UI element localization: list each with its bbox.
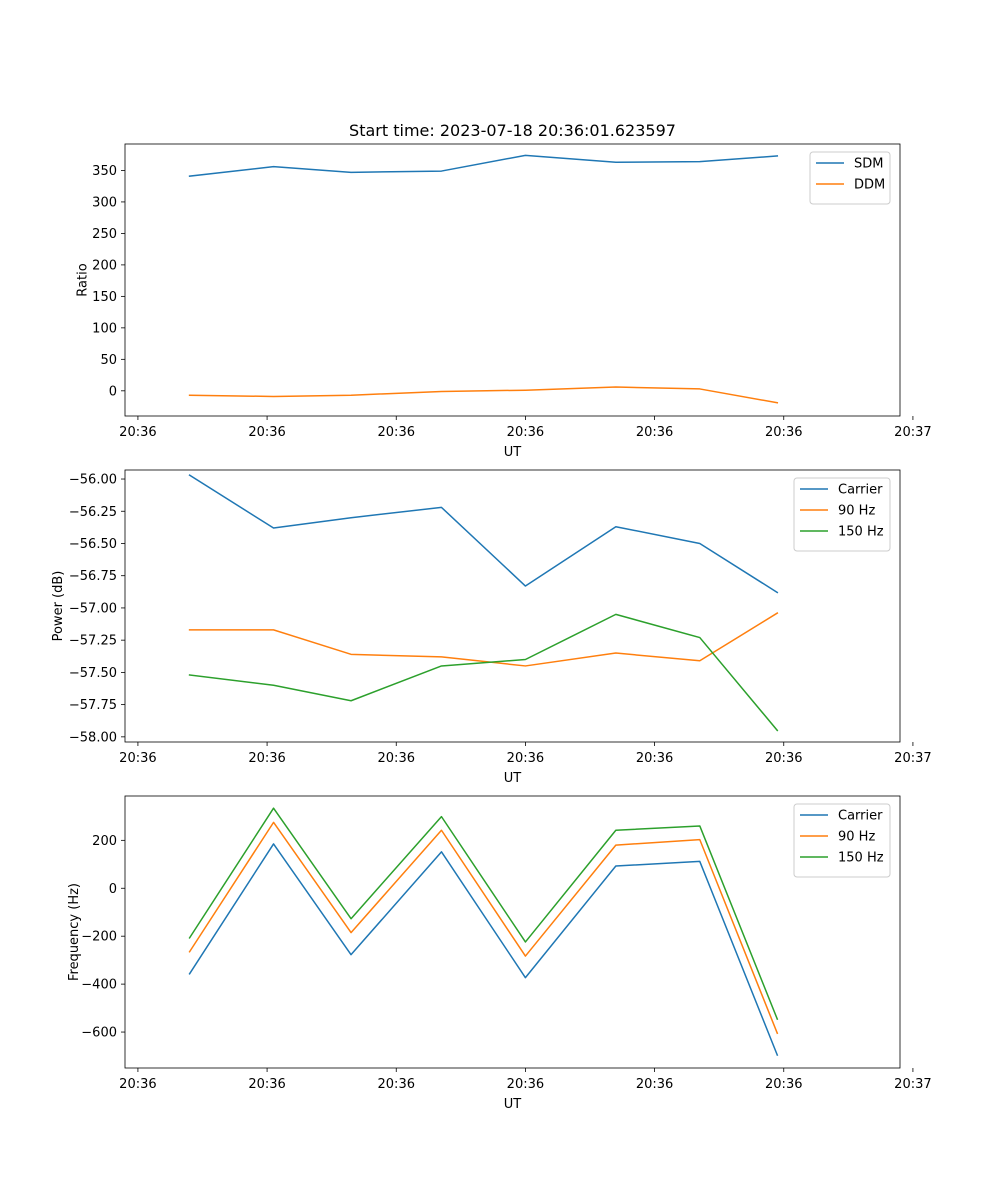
y-axis-label: Frequency (Hz) [67,883,82,981]
legend-label: Carrier [838,809,883,824]
x-tick-label: 20:36 [378,425,415,440]
x-tick-label: 20:36 [765,1077,802,1092]
series-line-150-hz [188,613,779,732]
y-tick-label: 100 [92,321,117,336]
y-tick-label: −57.00 [69,601,117,616]
series-line-carrier [188,843,779,1057]
y-tick-label: 200 [92,258,117,273]
y-tick-label: −56.50 [69,537,117,552]
x-tick-label: 20:36 [248,1077,285,1092]
x-tick-label: 20:36 [765,425,802,440]
subplot-2: 20:36 20:36 20:36 20:36 20:36 20:36 20:37 −58.0… [51,469,932,786]
chart-title: Start time: 2023-07-18 20:36:01.623597 [349,121,676,140]
y-tick-label: 0 [109,882,117,897]
legend-label: SDM [854,157,883,172]
y-tick-label: −57.75 [69,698,117,713]
x-tick-label: 20:36 [378,1077,415,1092]
y-tick-label: −200 [81,930,117,945]
x-tick-label: 20:37 [894,751,931,766]
y-tick-label: 50 [100,353,117,368]
plots: 20:36 20:36 20:36 20:36 20:36 20:36 20:37 0 50 10… [51,143,932,1112]
legend-box [809,151,891,205]
y-tick-label: −58.00 [69,730,117,745]
series-line-90-hz [188,821,779,1035]
legend-label: 90 Hz [838,830,875,845]
series-line-ddm [188,386,779,404]
axes-frame [124,795,901,1069]
x-tick-label: 20:36 [507,751,544,766]
legend: SDM DDM [809,151,891,205]
legend-box [793,803,891,878]
x-tick-label: 20:36 [507,1077,544,1092]
y-tick-label: −56.25 [69,505,117,520]
series-line-sdm [188,154,779,177]
x-axis-label: UT [504,445,522,460]
legend-label: Carrier [838,483,883,498]
x-tick-label: 20:36 [248,751,285,766]
legend-label: 150 Hz [838,525,884,540]
y-axis-label: Ratio [75,263,90,296]
subplot-1: 20:36 20:36 20:36 20:36 20:36 20:36 20:37 0 50 10… [75,143,932,460]
x-tick-label: 20:37 [894,1077,931,1092]
x-tick-label: 20:36 [507,425,544,440]
y-tick-label: −600 [81,1026,117,1041]
x-tick-label: 20:36 [248,425,285,440]
x-tick-label: 20:36 [378,751,415,766]
axes-frame [124,143,901,417]
y-tick-label: −56.00 [69,473,117,488]
y-tick-label: −57.25 [69,634,117,649]
x-tick-label: 20:36 [119,425,156,440]
series-line-150-hz [188,807,779,1021]
x-tick-label: 20:36 [119,751,156,766]
legend-label: 150 Hz [838,851,884,866]
y-tick-label: 150 [92,290,117,305]
y-tick-label: 250 [92,227,117,242]
y-tick-label: −56.75 [69,569,117,584]
axes-frame [124,469,901,743]
y-tick-label: 350 [92,164,117,179]
y-tick-label: 200 [92,834,117,849]
x-tick-label: 20:36 [636,1077,673,1092]
x-tick-label: 20:36 [765,751,802,766]
y-tick-label: −57.50 [69,666,117,681]
x-axis-label: UT [504,1097,522,1112]
legend: Carrier 90 Hz 150 Hz [793,477,891,552]
y-tick-label: −400 [81,978,117,993]
legend-label: 90 Hz [838,504,875,519]
series-line-carrier [188,474,779,594]
legend-label: DDM [854,178,885,193]
x-tick-label: 20:36 [119,1077,156,1092]
subplot-3: 20:36 20:36 20:36 20:36 20:36 20:36 20:37 −600 −… [67,795,932,1112]
y-tick-label: 300 [92,195,117,210]
x-axis-label: UT [504,771,522,786]
x-tick-label: 20:37 [894,425,931,440]
series-line-90-hz [188,612,779,667]
x-tick-label: 20:36 [636,751,673,766]
legend: Carrier 90 Hz 150 Hz [793,803,891,878]
legend-box [793,477,891,552]
y-tick-label: 0 [109,384,117,399]
x-tick-label: 20:36 [636,425,673,440]
y-axis-label: Power (dB) [51,571,66,642]
